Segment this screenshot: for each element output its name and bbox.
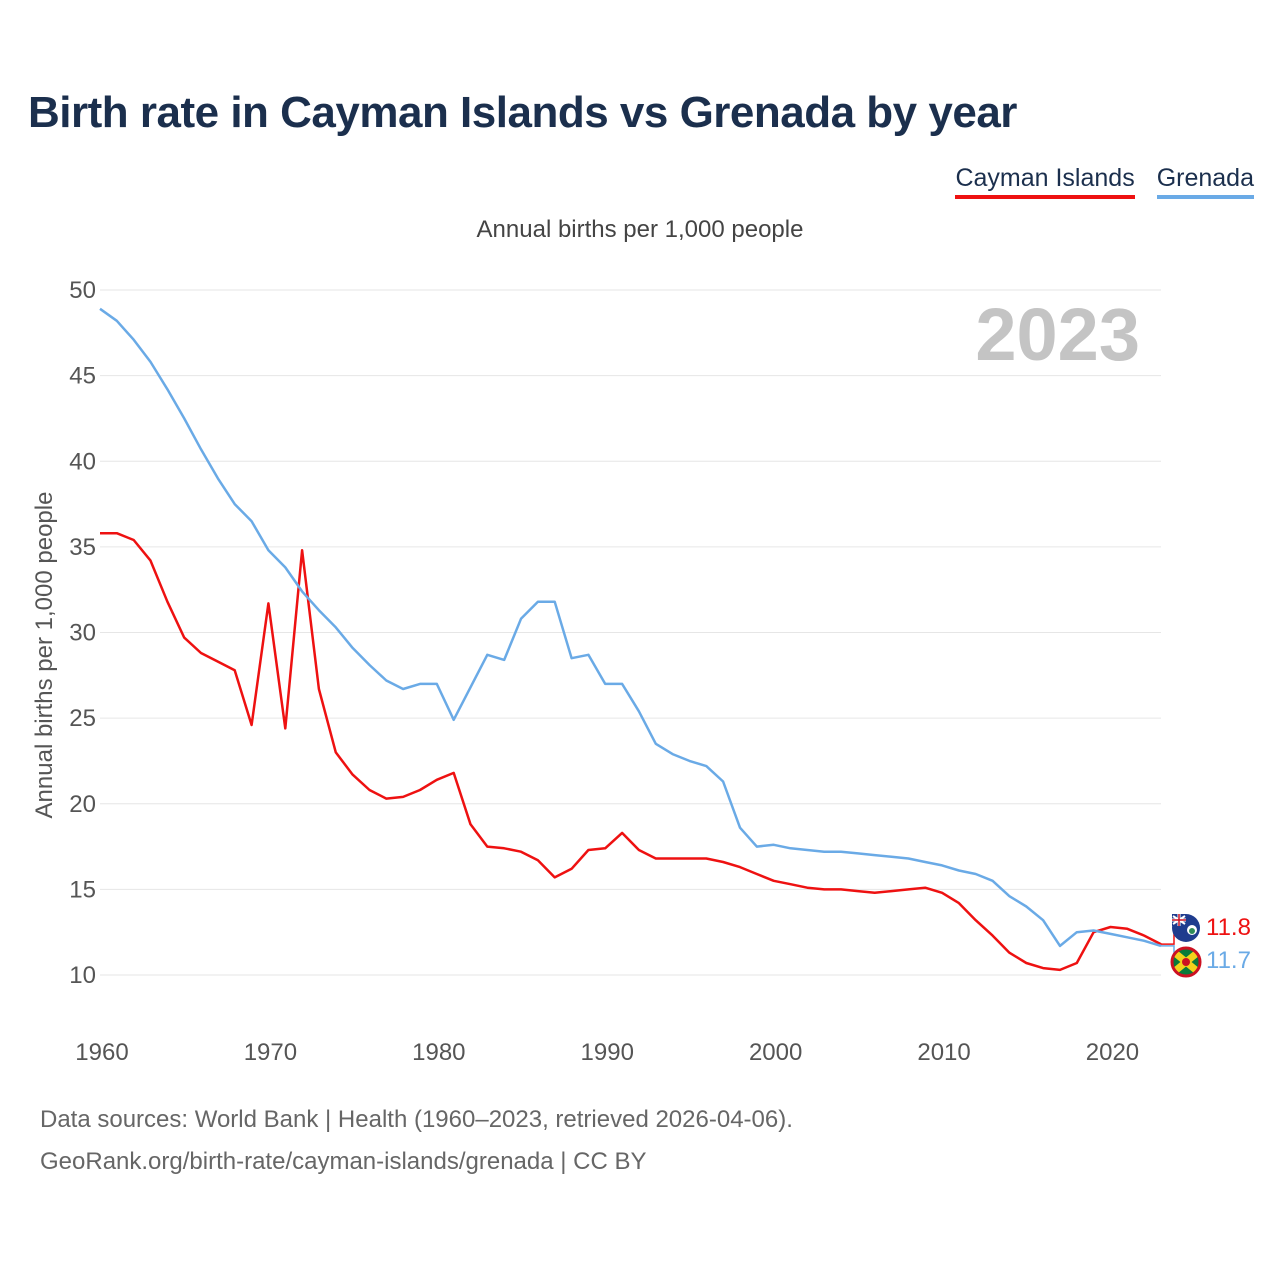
legend-item-cayman-islands[interactable]: Cayman Islands	[955, 164, 1135, 199]
grenada-flag-icon	[1170, 946, 1202, 978]
y-tick-label-35: 35	[69, 534, 96, 561]
x-tick-label-1980: 1980	[412, 1039, 465, 1066]
x-tick-label-1970: 1970	[244, 1039, 297, 1066]
year-watermark: 2023	[975, 293, 1140, 376]
y-tick-label-45: 45	[69, 363, 96, 390]
x-tick-label-1990: 1990	[581, 1039, 634, 1066]
x-tick-label-2020: 2020	[1086, 1039, 1139, 1066]
cayman-islands-end-value: 11.8	[1206, 914, 1251, 941]
legend: Cayman Islands Grenada	[955, 164, 1254, 199]
series-line-grenada	[99, 307, 1162, 948]
x-tick-label-2010: 2010	[917, 1039, 970, 1066]
footer-attribution[interactable]: GeoRank.org/birth-rate/cayman-islands/gr…	[40, 1148, 647, 1175]
y-tick-label-30: 30	[69, 620, 96, 647]
cayman-islands-flag-icon	[1172, 914, 1200, 942]
grenada-end-value: 11.7	[1206, 947, 1251, 974]
chart-subtitle: Annual births per 1,000 people	[476, 216, 804, 243]
y-axis-label: Annual births per 1,000 people	[31, 492, 58, 819]
y-tick-label-25: 25	[69, 705, 96, 732]
y-tick-label-40: 40	[69, 448, 96, 475]
y-tick-label-10: 10	[69, 962, 96, 989]
line-chart: 2023 Annual births per 1,000 people 10 15…	[31, 277, 1251, 1066]
y-tick-label-20: 20	[69, 791, 96, 818]
series-line-cayman-islands	[100, 531, 1162, 972]
x-tick-label-1960: 1960	[75, 1039, 128, 1066]
y-tick-label-50: 50	[69, 277, 96, 304]
footer-sources: Data sources: World Bank | Health (1960–…	[40, 1106, 793, 1133]
chart-title: Birth rate in Cayman Islands vs Grenada …	[28, 88, 1017, 137]
y-tick-label-15: 15	[69, 876, 96, 903]
x-tick-label-2000: 2000	[749, 1039, 802, 1066]
legend-item-grenada[interactable]: Grenada	[1156, 164, 1254, 199]
